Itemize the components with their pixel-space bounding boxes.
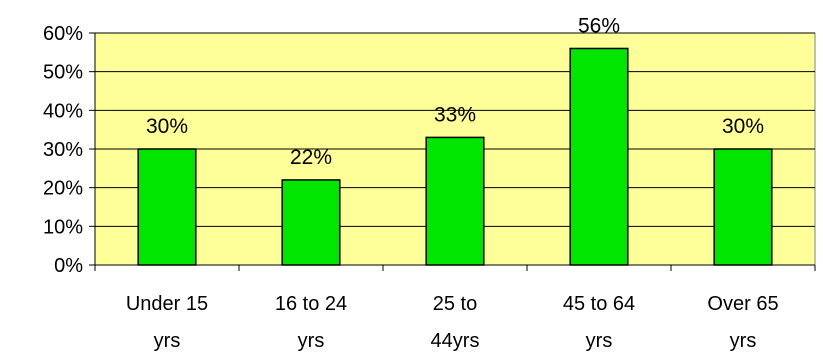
category-label: Under 15 — [126, 293, 208, 315]
bar — [569, 47, 629, 266]
bar — [137, 148, 197, 266]
category-label: 16 to 24 — [275, 293, 347, 315]
bars — [137, 47, 773, 266]
y-tick-label: 10% — [43, 216, 83, 238]
data-label: 33% — [434, 103, 476, 126]
category-label: yrs — [154, 330, 181, 352]
category-label: Over 65 — [707, 293, 778, 315]
y-tick-label: 40% — [43, 100, 83, 122]
data-label: 56% — [578, 14, 620, 37]
bar — [713, 148, 773, 266]
y-tick-label: 0% — [54, 255, 83, 277]
data-labels: 30% 22% 33% 56% 30% — [146, 14, 764, 168]
category-label: yrs — [586, 330, 613, 352]
y-tick-label: 20% — [43, 178, 83, 200]
y-axis: 0% 10% 20% 30% 40% 50% 60% — [43, 23, 96, 277]
y-tick-label: 30% — [43, 139, 83, 161]
y-tick-label: 50% — [43, 62, 83, 84]
bar — [425, 136, 485, 266]
category-label: 45 to 64 — [563, 293, 635, 315]
category-label: yrs — [298, 330, 325, 352]
data-label: 30% — [722, 115, 764, 138]
bar — [281, 179, 341, 266]
data-label: 22% — [290, 146, 332, 169]
gridlines — [95, 32, 815, 227]
y-tick-label: 60% — [43, 23, 83, 45]
x-axis: Under 15 yrs 16 to 24 yrs 25 to 44yrs 45 to 64… — [94, 264, 816, 352]
data-label: 30% — [146, 115, 188, 138]
category-label: yrs — [730, 330, 757, 352]
category-label: 44yrs — [431, 330, 480, 352]
category-label: 25 to — [433, 293, 477, 315]
